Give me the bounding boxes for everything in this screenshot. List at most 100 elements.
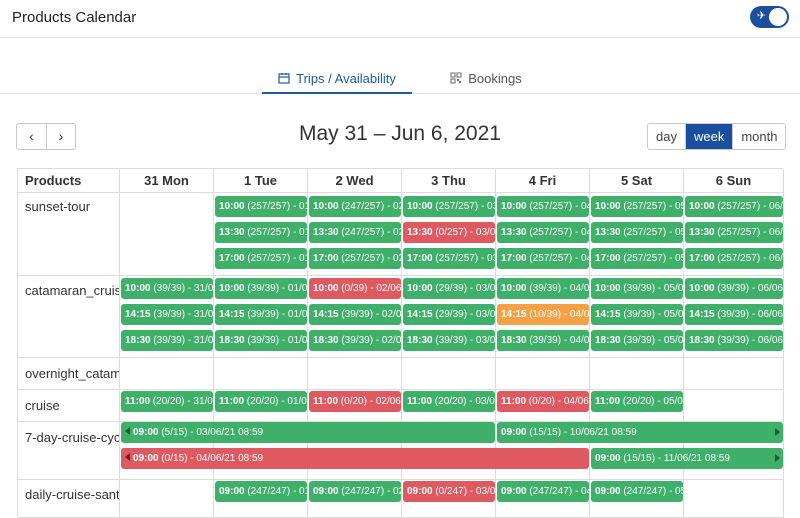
grid-row-line (18, 421, 784, 422)
trip-availability: (0/20) - 04/06/21 08:59 (528, 396, 589, 407)
trip-event[interactable]: 10:00 (257/257) - 01/06/21 08:59 (215, 196, 307, 217)
trip-event[interactable]: 13:30 (257/257) - 05/06/21 08:59 (591, 222, 683, 243)
trip-event[interactable]: 18:30 (39/39) - 03/06/21 08:59 (403, 330, 495, 351)
trip-event[interactable]: 10:00 (39/39) - 05/06/21 08:59 (591, 278, 683, 299)
trip-event[interactable]: 11:00 (20/20) - 03/06/21 08:59 (403, 391, 495, 412)
trip-event[interactable]: 11:00 (20/20) - 05/06/21 08:59 (591, 391, 683, 412)
trip-time: 10:00 (219, 283, 245, 294)
tab-bookings[interactable]: Bookings (442, 60, 530, 94)
trip-event[interactable]: 11:00 (20/20) - 31/05/21 08:59 (121, 391, 213, 412)
trip-availability: (39/39) - 06/06/21 08:59 (717, 335, 783, 346)
trip-availability: (257/257) - 05/06/21 08:59 (623, 227, 683, 238)
trip-availability: (257/257) - 05/06/21 08:59 (623, 201, 683, 212)
prev-button[interactable]: ‹ (17, 124, 46, 149)
day-header: 3 Thu (402, 169, 496, 193)
trip-event[interactable]: 10:00 (0/39) - 02/06/21 08:59 (309, 278, 401, 299)
multi-day-trip-event[interactable]: 09:00 (5/15) - 03/06/21 08:59 (121, 422, 495, 443)
trip-time: 13:30 (219, 227, 245, 238)
trip-availability: (247/247) - 04/06/21 08:59 (529, 486, 589, 497)
trip-event[interactable]: 13:30 (257/257) - 01/06/21 08:59 (215, 222, 307, 243)
grid-row-line (18, 479, 784, 480)
trip-event[interactable]: 10:00 (257/257) - 05/06/21 08:59 (591, 196, 683, 217)
view-month-button[interactable]: month (732, 124, 785, 149)
trip-availability: (257/257) - 06/06/21 08:59 (717, 253, 783, 264)
trip-time: 10:00 (407, 283, 433, 294)
app-title: Products Calendar (12, 9, 137, 26)
trip-event[interactable]: 14:15 (39/39) - 31/05/21 08:59 (121, 304, 213, 325)
multi-day-trip-event[interactable]: 09:00 (0/15) - 04/06/21 08:59 (121, 448, 589, 469)
tab-bookings-label: Bookings (468, 71, 522, 86)
trip-event[interactable]: 18:30 (39/39) - 04/06/21 08:59 (497, 330, 589, 351)
trip-event[interactable]: 10:00 (39/39) - 06/06/21 08:59 (685, 278, 783, 299)
trip-time: 14:15 (313, 309, 339, 320)
trip-event[interactable]: 10:00 (29/39) - 03/06/21 08:59 (403, 278, 495, 299)
trip-event[interactable]: 14:15 (39/39) - 06/06/21 08:59 (685, 304, 783, 325)
grid-column-line (589, 193, 590, 517)
trip-time: 17:00 (407, 253, 433, 264)
next-button[interactable]: › (46, 124, 75, 149)
trip-event[interactable]: 13:30 (257/257) - 04/06/21 08:59 (497, 222, 589, 243)
trip-availability: (257/257) - 04/06/21 08:59 (529, 253, 589, 264)
trip-event[interactable]: 17:00 (257/257) - 05/06/21 08:59 (591, 248, 683, 269)
trip-event[interactable]: 13:30 (0/257) - 03/06/21 08:59 (403, 222, 495, 243)
day-header: 31 Mon (120, 169, 214, 193)
day-header: 6 Sun (684, 169, 784, 193)
trip-event[interactable]: 18:30 (39/39) - 31/05/21 08:59 (121, 330, 213, 351)
grid-row-line (18, 357, 784, 358)
trip-event[interactable]: 09:00 (247/247) - 05/06/21 08:59 (591, 481, 683, 502)
trip-event[interactable]: 10:00 (39/39) - 31/05/21 08:59 (121, 278, 213, 299)
trip-event[interactable]: 10:00 (39/39) - 04/06/21 08:59 (497, 278, 589, 299)
trip-event[interactable]: 09:00 (247/247) - 01/06/21 08:59 (215, 481, 307, 502)
trip-event[interactable]: 18:30 (39/39) - 06/06/21 08:59 (685, 330, 783, 351)
product-label: 7-day-cruise-cyclades (25, 430, 120, 445)
trip-time: 18:30 (313, 335, 339, 346)
trip-event[interactable]: 09:00 (247/247) - 04/06/21 08:59 (497, 481, 589, 502)
rocket-toggle[interactable]: ✈ (750, 6, 789, 28)
trip-event[interactable]: 13:30 (247/257) - 02/06/21 08:59 (309, 222, 401, 243)
trip-event[interactable]: 10:00 (257/257) - 06/06/21 08:59 (685, 196, 783, 217)
trip-time: 10:00 (313, 283, 339, 294)
trip-availability: (39/39) - 04/06/21 08:59 (529, 335, 589, 346)
trip-time: 14:15 (501, 309, 527, 320)
multi-day-trip-event[interactable]: 09:00 (15/15) - 10/06/21 08:59 (497, 422, 783, 443)
grid-column-line (213, 193, 214, 517)
trip-event[interactable]: 10:00 (257/257) - 03/06/21 08:59 (403, 196, 495, 217)
trip-availability: (247/247) - 01/06/21 08:59 (247, 486, 307, 497)
trip-availability: (257/257) - 06/06/21 08:59 (717, 201, 783, 212)
trip-event[interactable]: 17:00 (257/257) - 04/06/21 08:59 (497, 248, 589, 269)
trip-event[interactable]: 14:15 (39/39) - 01/06/21 08:59 (215, 304, 307, 325)
multi-day-trip-event[interactable]: 09:00 (15/15) - 11/06/21 08:59 (591, 448, 783, 469)
trip-event[interactable]: 11:00 (0/20) - 04/06/21 08:59 (497, 391, 589, 412)
trip-event[interactable]: 14:15 (29/39) - 03/06/21 08:59 (403, 304, 495, 325)
trip-event[interactable]: 10:00 (257/257) - 04/06/21 08:59 (497, 196, 589, 217)
trip-event[interactable]: 17:00 (257/257) - 03/06/21 08:59 (403, 248, 495, 269)
trip-event[interactable]: 18:30 (39/39) - 01/06/21 08:59 (215, 330, 307, 351)
trip-availability: (39/39) - 01/06/21 08:59 (247, 283, 307, 294)
trip-availability: (10/39) - 04/06/21 08:59 (529, 309, 589, 320)
trip-event[interactable]: 14:15 (10/39) - 04/06/21 08:59 (497, 304, 589, 325)
trip-event[interactable]: 14:15 (39/39) - 05/06/21 08:59 (591, 304, 683, 325)
trip-event[interactable]: 18:30 (39/39) - 05/06/21 08:59 (591, 330, 683, 351)
day-header: 5 Sat (590, 169, 684, 193)
grid-column-line (683, 193, 684, 517)
trip-event[interactable]: 10:00 (39/39) - 01/06/21 08:59 (215, 278, 307, 299)
trip-event[interactable]: 10:00 (247/257) - 02/06/21 08:59 (309, 196, 401, 217)
view-week-button[interactable]: week (684, 124, 733, 149)
trip-availability: (39/39) - 04/06/21 08:59 (529, 283, 589, 294)
trip-time: 18:30 (595, 335, 621, 346)
trip-event[interactable]: 11:00 (0/20) - 02/06/21 08:59 (309, 391, 401, 412)
trip-availability: (0/39) - 02/06/21 08:59 (341, 283, 401, 294)
qr-code-icon (450, 72, 462, 84)
trip-event[interactable]: 17:00 (257/257) - 02/06/21 08:59 (309, 248, 401, 269)
view-day-button[interactable]: day (656, 129, 677, 144)
trip-event[interactable]: 14:15 (39/39) - 02/06/21 08:59 (309, 304, 401, 325)
trip-event[interactable]: 09:00 (0/247) - 03/06/21 08:59 (403, 481, 495, 502)
trip-availability: (257/257) - 03/06/21 08:59 (435, 253, 495, 264)
trip-event[interactable]: 17:00 (257/257) - 01/06/21 08:59 (215, 248, 307, 269)
trip-event[interactable]: 11:00 (20/20) - 01/06/21 08:59 (215, 391, 307, 412)
trip-event[interactable]: 09:00 (247/247) - 02/06/21 08:59 (309, 481, 401, 502)
trip-event[interactable]: 18:30 (39/39) - 02/06/21 08:59 (309, 330, 401, 351)
trip-event[interactable]: 13:30 (257/257) - 06/06/21 08:59 (685, 222, 783, 243)
tab-trips-availability[interactable]: Trips / Availability (262, 60, 412, 94)
trip-event[interactable]: 17:00 (257/257) - 06/06/21 08:59 (685, 248, 783, 269)
